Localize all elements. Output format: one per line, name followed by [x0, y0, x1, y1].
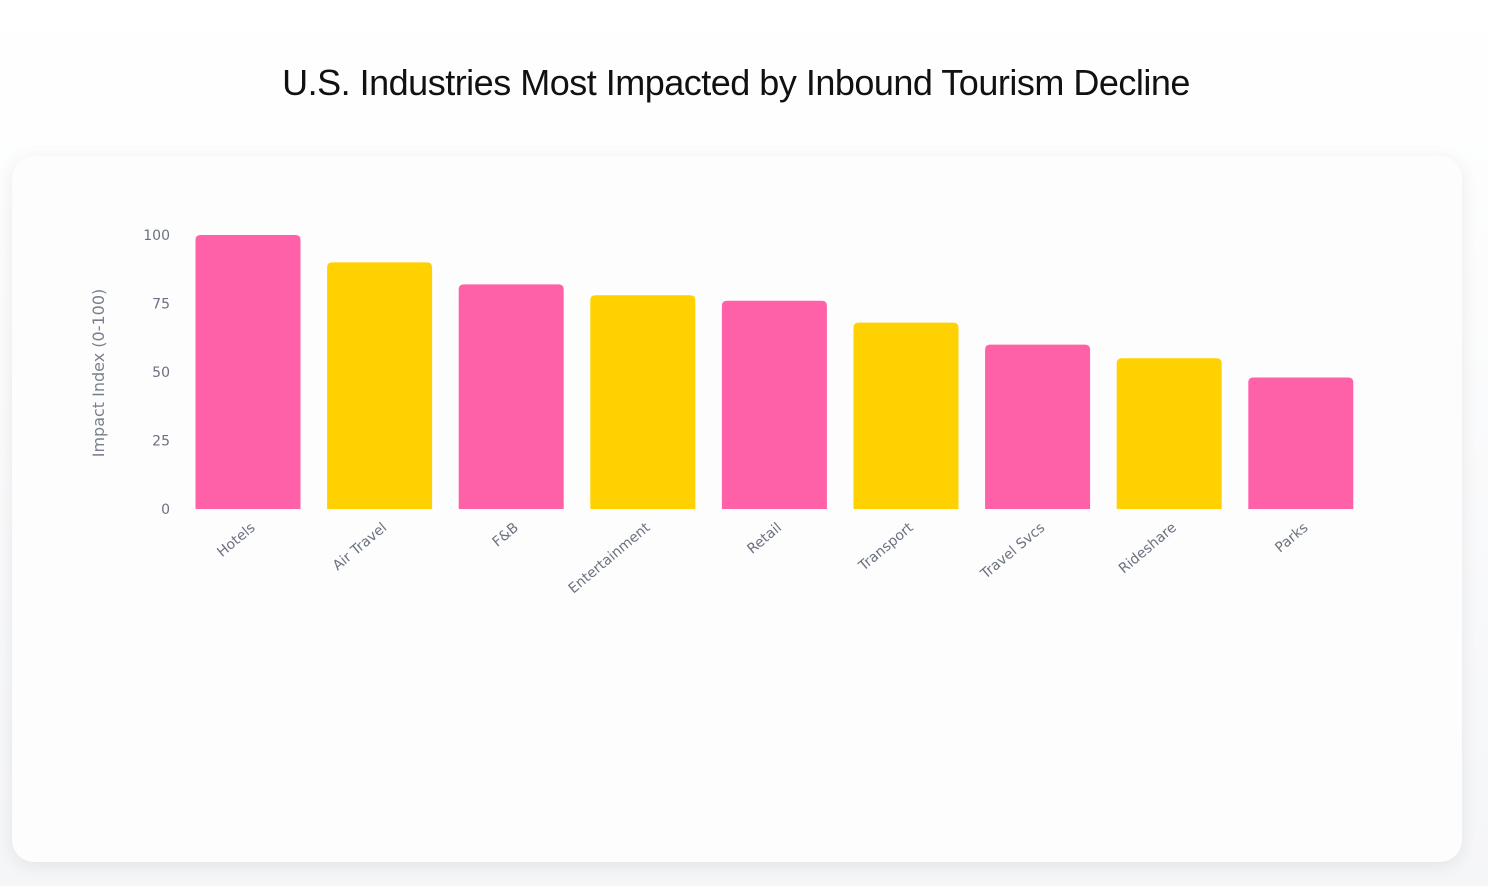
- x-tick-label: Rideshare: [1116, 520, 1180, 577]
- x-tick-label: Transport: [855, 519, 917, 574]
- bar-hotels: [195, 235, 301, 509]
- x-tick-label: Retail: [744, 520, 785, 558]
- y-axis-ticks: 0 25 50 75 100: [143, 228, 170, 518]
- x-tick-label: Hotels: [214, 520, 258, 561]
- bars: [195, 235, 1354, 509]
- y-tick-label: 25: [152, 434, 170, 450]
- bar-entertainment: [590, 295, 696, 509]
- y-tick-label: 0: [161, 502, 170, 518]
- y-tick-label: 75: [152, 297, 170, 313]
- x-tick-label: Air Travel: [330, 520, 390, 574]
- bar-air-travel: [327, 262, 433, 509]
- x-tick-label: Parks: [1272, 520, 1311, 556]
- x-axis-ticks: Hotels Air Travel F&B Entertainment Retail Tr…: [214, 519, 1311, 597]
- bar-retail: [721, 300, 827, 509]
- x-tick-label: Entertainment: [566, 519, 654, 597]
- x-tick-label: Travel Svcs: [977, 520, 1048, 583]
- bar-travel-svcs: [985, 344, 1091, 509]
- bar-parks: [1248, 377, 1354, 509]
- x-tick-label: F&B: [490, 520, 522, 551]
- y-axis-title: Impact Index (0-100): [89, 289, 108, 458]
- y-tick-label: 50: [152, 365, 170, 381]
- bar-transport: [853, 322, 959, 509]
- bar-f-b: [458, 284, 564, 509]
- bar-rideshare: [1116, 358, 1222, 509]
- chart-title: U.S. Industries Most Impacted by Inbound…: [282, 62, 1190, 103]
- y-tick-label: 100: [143, 228, 170, 244]
